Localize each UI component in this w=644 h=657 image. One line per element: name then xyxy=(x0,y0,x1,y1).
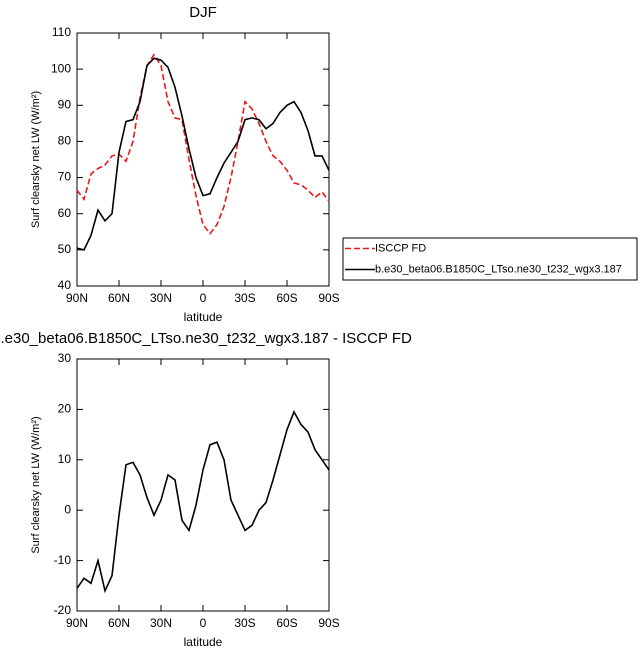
data-line xyxy=(76,57,330,251)
y-tick-label: 80 xyxy=(58,134,72,148)
x-axis-label: latitude xyxy=(184,310,223,324)
plot-frame xyxy=(76,32,330,287)
x-tick-label: 0 xyxy=(200,616,207,630)
legend-label: b.e30_beta06.B1850C_LTso.ne30_t232_wgx3.… xyxy=(375,263,622,275)
x-tick-label: 60S xyxy=(276,291,297,305)
chart-title: b.e30_beta06.B1850C_LTso.ne30_t232_wgx3.… xyxy=(0,330,412,347)
x-tick-label: 30N xyxy=(150,291,172,305)
x-tick-label: 90N xyxy=(66,616,88,630)
y-tick-label: 10 xyxy=(58,452,72,466)
y-tick-label: -20 xyxy=(54,603,72,617)
legend-label: ISCCP FD xyxy=(375,242,426,254)
y-tick-label: -10 xyxy=(54,553,72,567)
plot-frame xyxy=(76,358,330,612)
x-tick-label: 30S xyxy=(234,291,255,305)
x-axis-label: latitude xyxy=(184,635,223,649)
y-tick-label: 110 xyxy=(52,25,71,39)
x-tick-label: 90S xyxy=(318,616,339,630)
data-line xyxy=(76,410,330,594)
x-tick-label: 0 xyxy=(200,291,207,305)
y-tick-label: 20 xyxy=(58,402,72,416)
x-tick-label: 60S xyxy=(276,616,297,630)
x-tick-label: 60N xyxy=(108,291,130,305)
y-tick-label: 70 xyxy=(58,170,72,184)
x-tick-label: 30S xyxy=(234,616,255,630)
y-tick-label: 50 xyxy=(58,242,72,256)
y-axis-label: Surf clearsky net LW (W/m²) xyxy=(30,416,42,553)
x-tick-label: 90N xyxy=(66,291,88,305)
chart-title: DJF xyxy=(189,4,217,21)
y-tick-label: 90 xyxy=(58,97,72,111)
data-line xyxy=(76,53,330,235)
x-tick-label: 30N xyxy=(150,616,172,630)
legend-box xyxy=(342,237,638,281)
y-tick-label: 30 xyxy=(58,351,72,365)
y-tick-label: 0 xyxy=(64,502,71,516)
y-tick-label: 40 xyxy=(58,278,72,292)
x-tick-label: 90S xyxy=(318,291,339,305)
y-axis-label: Surf clearsky net LW (W/m²) xyxy=(30,91,42,228)
y-tick-label: 100 xyxy=(51,61,71,75)
y-tick-label: 60 xyxy=(58,206,72,220)
x-tick-label: 60N xyxy=(108,616,130,630)
